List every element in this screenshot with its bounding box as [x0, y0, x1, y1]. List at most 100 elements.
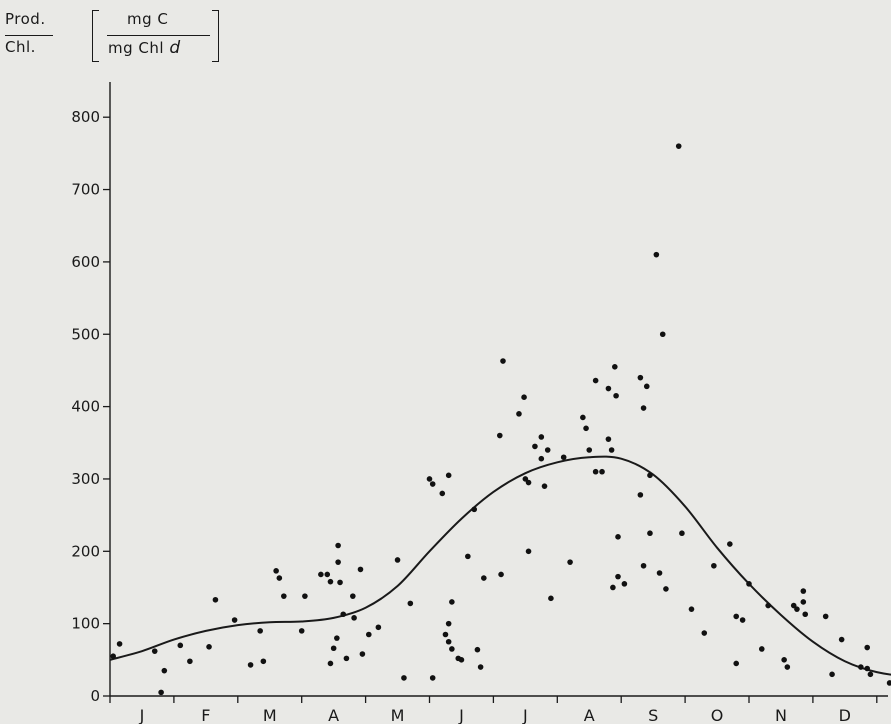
data-point: [496, 432, 503, 439]
data-point: [276, 575, 283, 581]
data-point: [679, 530, 685, 537]
month-label: S: [648, 706, 658, 724]
data-point: [653, 251, 660, 258]
y-tick-label: 400: [71, 398, 100, 416]
data-point: [829, 671, 835, 678]
data-point: [733, 660, 740, 667]
data-point: [521, 394, 527, 400]
data-point: [110, 653, 116, 660]
month-label: J: [522, 706, 528, 724]
data-point: [426, 476, 433, 482]
data-point: [458, 657, 465, 663]
data-point: [711, 562, 717, 569]
data-point: [375, 624, 382, 631]
data-point: [357, 566, 364, 573]
data-point: [615, 534, 621, 540]
data-point: [474, 646, 481, 653]
data-point: [298, 628, 305, 634]
data-point: [116, 641, 123, 647]
data-point: [583, 425, 589, 432]
data-point: [610, 584, 616, 591]
data-point: [260, 658, 267, 665]
data-point: [471, 506, 478, 513]
y-axis-label: Prod. Chl. mg C mg Chl d: [0, 0, 240, 70]
data-point: [864, 644, 871, 651]
data-point: [429, 481, 436, 487]
data-point: [612, 364, 618, 370]
data-point: [151, 648, 158, 654]
data-point: [758, 646, 765, 652]
month-label: M: [263, 706, 277, 724]
data-point: [449, 599, 455, 605]
data-point: [538, 455, 545, 462]
data-point: [343, 655, 350, 662]
month-label: A: [328, 706, 339, 724]
month-label: F: [201, 706, 210, 724]
data-point: [445, 638, 452, 645]
y-tick-label: 200: [71, 542, 100, 560]
data-point: [445, 620, 452, 627]
data-point: [886, 680, 891, 686]
data-point: [701, 630, 708, 636]
data-point: [442, 631, 449, 638]
y-tick-label: 500: [71, 325, 100, 343]
data-point: [647, 530, 653, 537]
data-point: [659, 331, 666, 338]
data-point: [247, 662, 254, 668]
data-point: [608, 447, 615, 453]
data-point: [525, 479, 532, 486]
data-point: [541, 483, 548, 489]
data-point: [784, 664, 791, 670]
data-point: [365, 631, 372, 638]
month-label: J: [458, 706, 464, 724]
data-point: [401, 675, 407, 681]
data-point: [273, 568, 279, 574]
ylabel-denominator: Chl.: [5, 38, 36, 56]
data-point: [394, 557, 401, 563]
fitted-curve: [109, 455, 891, 676]
y-tick-label: 0: [90, 687, 100, 705]
unit-numerator: mg C: [127, 10, 169, 28]
data-point: [318, 571, 324, 578]
ylabel-numerator: Prod.: [5, 10, 46, 28]
data-point: [640, 562, 647, 569]
data-point: [621, 581, 628, 587]
data-point: [429, 675, 436, 681]
data-point: [615, 573, 621, 580]
data-point: [212, 596, 219, 603]
data-point: [335, 542, 341, 549]
data-point: [640, 405, 647, 411]
data-point: [560, 454, 567, 461]
data-point: [567, 559, 573, 565]
data-point: [592, 468, 599, 475]
data-point: [790, 602, 797, 609]
data-point: [544, 447, 551, 453]
month-label: D: [839, 706, 851, 724]
data-point: [187, 658, 193, 665]
data-point: [522, 476, 529, 482]
y-tick-label: 100: [71, 615, 100, 633]
data-point: [580, 414, 586, 421]
data-point: [838, 636, 845, 643]
data-point: [538, 434, 545, 440]
data-point: [586, 447, 593, 453]
data-point: [337, 579, 343, 586]
data-point: [663, 586, 669, 592]
data-point: [656, 570, 663, 576]
data-point: [231, 617, 238, 623]
data-point: [727, 541, 733, 547]
data-point: [592, 377, 599, 384]
data-point: [281, 593, 287, 599]
data-point: [781, 657, 787, 663]
data-point: [548, 595, 554, 602]
data-point: [359, 651, 366, 657]
ylabel-fraction-line: [5, 35, 53, 36]
data-point: [327, 578, 334, 585]
y-tick-label: 300: [71, 470, 100, 488]
data-point: [647, 472, 653, 479]
data-point: [257, 628, 263, 634]
data-point: [177, 642, 184, 649]
data-point: [465, 553, 471, 560]
data-point: [637, 374, 644, 381]
